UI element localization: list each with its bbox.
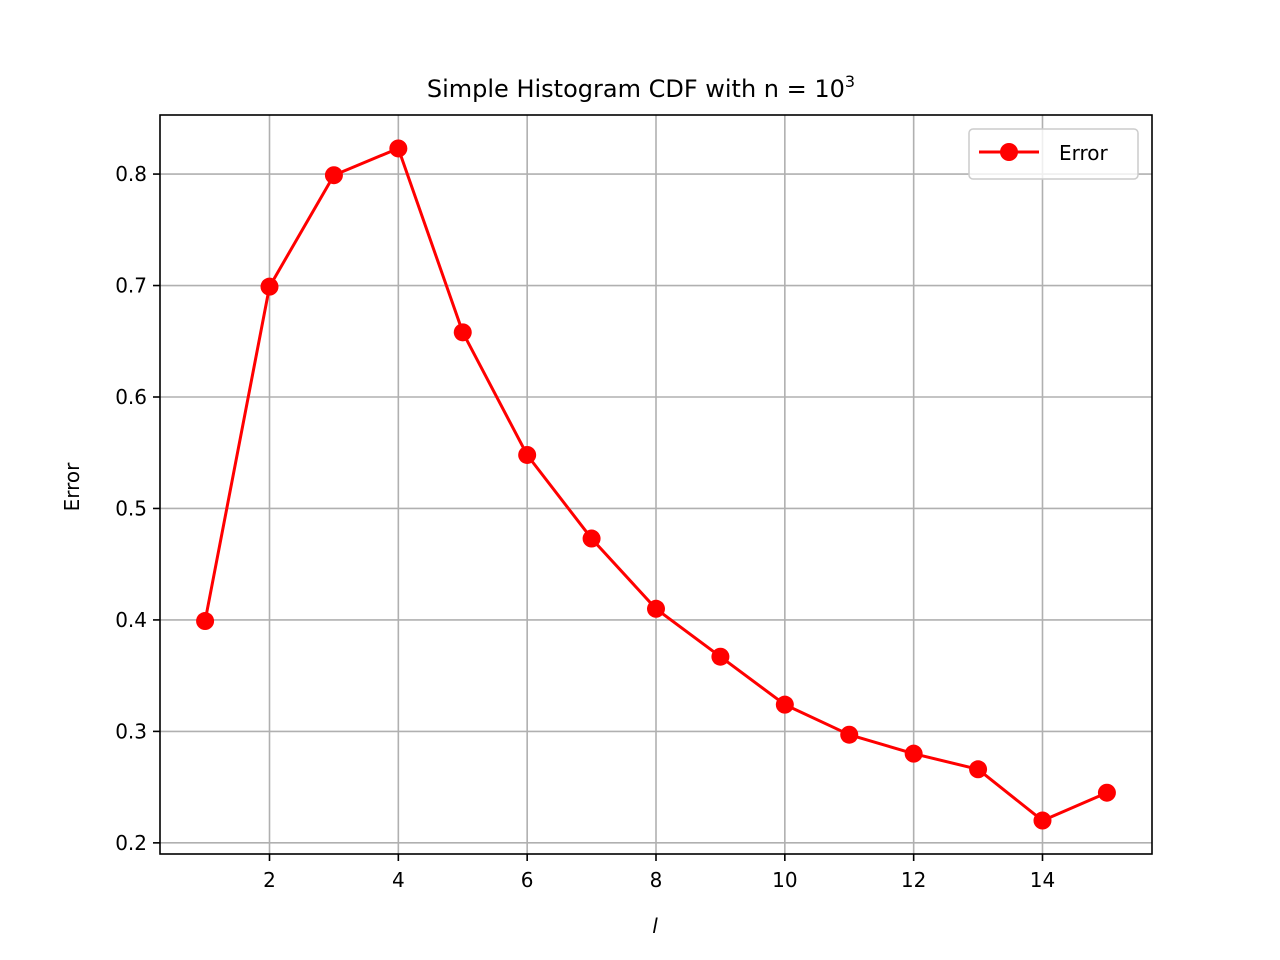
y-tick-label: 0.4 bbox=[115, 608, 147, 632]
series-layer bbox=[196, 139, 1116, 830]
legend-marker-swatch bbox=[1000, 143, 1018, 161]
x-tick-label: 10 bbox=[772, 868, 797, 892]
data-point bbox=[582, 529, 601, 548]
data-point bbox=[453, 323, 472, 342]
x-tick-label: 6 bbox=[521, 868, 534, 892]
x-tick-label: 12 bbox=[901, 868, 926, 892]
chart-title-exponent: 3 bbox=[845, 72, 855, 91]
legend: Error bbox=[968, 128, 1139, 180]
x-tick-label: 4 bbox=[392, 868, 405, 892]
legend-box bbox=[968, 128, 1139, 180]
y-tick-label: 0.3 bbox=[115, 719, 147, 743]
legend-entry-error: Error bbox=[1059, 141, 1109, 165]
data-point bbox=[969, 760, 988, 779]
grid-lines bbox=[160, 115, 1152, 854]
y-tick-label: 0.7 bbox=[115, 274, 147, 298]
x-tick-label: 2 bbox=[263, 868, 276, 892]
data-point bbox=[260, 277, 279, 296]
data-point bbox=[840, 725, 859, 744]
data-point bbox=[904, 744, 923, 763]
y-tick-label: 0.5 bbox=[115, 496, 147, 520]
x-tick-label: 14 bbox=[1030, 868, 1055, 892]
data-point bbox=[196, 612, 215, 631]
chart-title: Simple Histogram CDF with n = 103 bbox=[427, 72, 855, 103]
y-axis-ticks: 0.2 0.3 0.4 0.5 0.6 0.7 0.8 bbox=[115, 162, 160, 855]
data-point bbox=[518, 445, 537, 464]
y-axis-label: Error bbox=[60, 462, 84, 512]
y-tick-label: 0.8 bbox=[115, 162, 147, 186]
data-point bbox=[1097, 783, 1116, 802]
data-point bbox=[711, 647, 730, 666]
data-point bbox=[775, 695, 794, 714]
data-point bbox=[1033, 811, 1052, 830]
chart-title-text: Simple Histogram CDF with n = 10 bbox=[427, 75, 845, 103]
y-tick-label: 0.6 bbox=[115, 385, 147, 409]
x-axis-ticks: 2 4 6 8 10 12 14 bbox=[263, 854, 1055, 892]
x-axis-label: l bbox=[652, 914, 658, 938]
x-tick-label: 8 bbox=[650, 868, 663, 892]
data-point bbox=[647, 599, 665, 618]
data-point bbox=[324, 166, 343, 185]
y-tick-label: 0.2 bbox=[115, 831, 147, 855]
data-point bbox=[389, 139, 408, 158]
